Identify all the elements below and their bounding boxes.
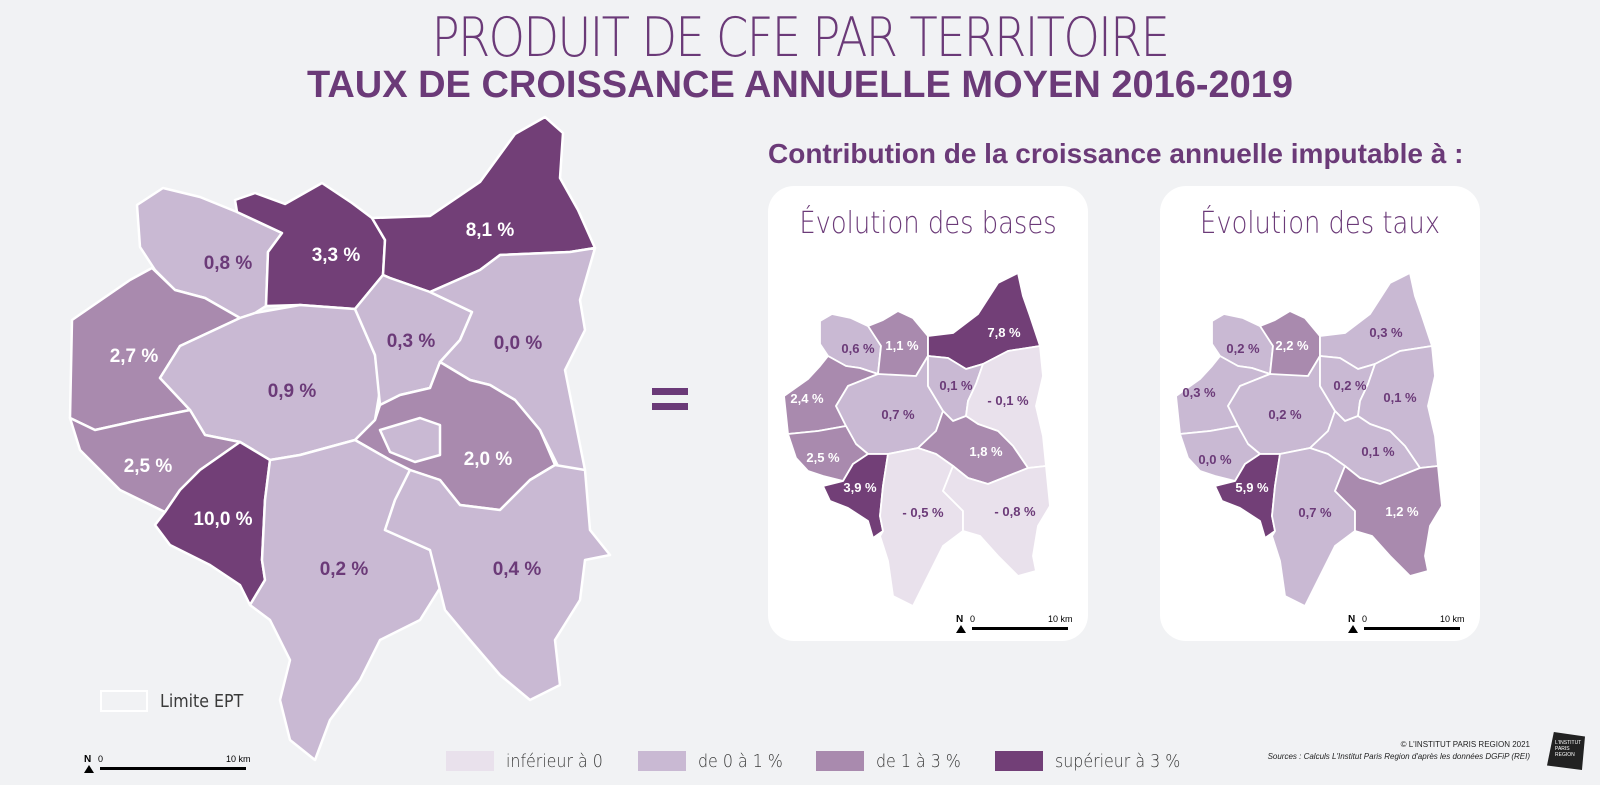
bases-label-sw: 3,9 % <box>843 480 877 495</box>
bases-scale-zero: 0 <box>970 614 976 624</box>
taux-label-ne: 0,3 % <box>1369 325 1403 340</box>
taux-label-south: 0,7 % <box>1298 505 1332 520</box>
main-label-east: 0,0 % <box>494 333 543 354</box>
main-label-ne: 8,1 % <box>466 220 515 241</box>
bases-scale-line <box>972 627 1068 630</box>
logo-line-3: REGION <box>1555 752 1575 758</box>
north-arrow-icon <box>84 765 94 773</box>
taux-scale-bar: N 0 10 km <box>1348 614 1468 634</box>
bases-label-east: - 0,1 % <box>987 393 1029 408</box>
taux-territory-se <box>1334 465 1443 577</box>
taux-map: 0,2 % 2,2 % 0,3 % 0,3 % 0,2 % 0,2 % 0,1 … <box>1175 272 1443 607</box>
bases-label-paris: 0,7 % <box>881 407 915 422</box>
legend-item-negative: inférieur à 0 <box>446 751 616 772</box>
logo-line-2: PARIS <box>1555 746 1570 752</box>
bases-north-letter: N <box>956 614 964 625</box>
card-title-bases: Évolution des bases <box>799 206 1057 241</box>
main-scale-bar: N 0 10 km <box>84 754 254 778</box>
limit-ept-label: Limite EPT <box>160 690 244 712</box>
limit-ept-legend: Limite EPT <box>100 690 255 712</box>
main-label-west: 2,7 % <box>110 346 159 367</box>
bases-label-ne: 7,8 % <box>987 325 1021 340</box>
scale-distance: 10 km <box>226 754 251 764</box>
main-label-sw-west: 2,5 % <box>124 456 173 477</box>
sources-text: Sources : Calculs L'Institut Paris Regio… <box>1267 752 1530 761</box>
bases-map: 0,6 % 1,1 % 7,8 % 2,4 % 0,7 % 0,1 % - 0,… <box>783 272 1051 607</box>
territory-south <box>248 438 447 762</box>
main-label-center-east: 0,3 % <box>387 331 436 352</box>
map-subtitle: TAUX DE CROISSANCE ANNUELLE MOYEN 2016-2… <box>306 64 1294 106</box>
contribution-title: Contribution de la croissance annuelle i… <box>768 138 1464 169</box>
legend-swatch-negative <box>446 751 494 771</box>
north-arrow-letter: N <box>84 754 92 765</box>
territory-se <box>383 463 612 702</box>
map-title: PRODUIT DE CFE PAR TERRITOIRE <box>431 6 1170 69</box>
taux-scale-distance: 10 km <box>1440 614 1465 624</box>
bases-label-west: 2,4 % <box>790 391 824 406</box>
bases-label-south: - 0,5 % <box>902 505 944 520</box>
color-legend: inférieur à 0 de 0 à 1 % de 1 à 3 % supé… <box>446 750 1219 772</box>
taux-scale-line <box>1364 627 1460 630</box>
legend-item-0-1: de 0 à 1 % <box>638 751 794 772</box>
main-label-paris: 0,9 % <box>268 381 317 402</box>
institut-logo: L'INSTITUT PARIS REGION <box>1547 732 1585 770</box>
bases-territory-se <box>942 465 1051 577</box>
taux-label-center-east: 0,2 % <box>1333 378 1367 393</box>
copyright-text: © L'INSTITUT PARIS REGION 2021 <box>1400 740 1530 749</box>
territory-inner-loop <box>378 416 442 464</box>
main-label-south: 0,2 % <box>320 559 369 580</box>
legend-label-0-1: de 0 à 1 % <box>698 750 783 772</box>
bases-label-se: - 0,8 % <box>994 504 1036 519</box>
equals-sign <box>652 388 688 412</box>
taux-label-west: 0,3 % <box>1182 385 1216 400</box>
bases-north-arrow-icon <box>956 625 966 633</box>
taux-north-letter: N <box>1348 614 1356 625</box>
legend-swatch-0-1 <box>638 751 687 771</box>
credits: © L'INSTITUT PARIS REGION 2021 Sources :… <box>1268 739 1530 763</box>
card-evolution-taux: Évolution des taux 0,2 % 2,2 % 0,3 % 0,3… <box>1160 186 1480 641</box>
legend-item-1-3: de 1 à 3 % <box>816 751 972 772</box>
main-label-n-center: 3,3 % <box>312 245 361 266</box>
bases-label-sw-west: 2,5 % <box>806 450 840 465</box>
taux-north-arrow-icon <box>1348 625 1358 633</box>
scale-zero: 0 <box>98 754 104 764</box>
taux-label-sw-west: 0,0 % <box>1198 452 1232 467</box>
legend-label-above-3: supérieur à 3 % <box>1054 750 1181 772</box>
scale-line <box>100 767 246 770</box>
bases-scale-bar: N 0 10 km <box>956 614 1076 634</box>
main-label-se-inner: 2,0 % <box>464 449 513 470</box>
taux-label-nw: 0,2 % <box>1226 341 1260 356</box>
legend-label-negative: inférieur à 0 <box>506 750 603 772</box>
bases-label-se-inner: 1,8 % <box>969 444 1003 459</box>
taux-label-n-center: 2,2 % <box>1275 338 1309 353</box>
legend-item-above-3: supérieur à 3 % <box>994 750 1197 772</box>
limit-ept-swatch <box>100 690 148 712</box>
taux-territory-south <box>1271 447 1356 607</box>
card-title-taux: Évolution des taux <box>1200 206 1440 241</box>
bases-territory-south <box>879 447 964 607</box>
taux-scale-zero: 0 <box>1362 614 1368 624</box>
bases-label-nw: 0,6 % <box>841 341 875 356</box>
main-label-nw: 0,8 % <box>204 253 253 274</box>
taux-label-paris: 0,2 % <box>1268 407 1302 422</box>
bases-scale-distance: 10 km <box>1048 614 1073 624</box>
bases-label-n-center: 1,1 % <box>885 338 919 353</box>
card-evolution-bases: Évolution des bases 0,6 % 1,1 % 7,8 % 2,… <box>768 186 1088 641</box>
legend-swatch-1-3 <box>816 751 865 771</box>
legend-label-1-3: de 1 à 3 % <box>876 750 962 772</box>
taux-label-east: 0,1 % <box>1383 390 1417 405</box>
logo-line-1: L'INSTITUT <box>1555 740 1582 746</box>
main-label-sw: 10,0 % <box>193 509 252 530</box>
taux-label-se-inner: 0,1 % <box>1361 444 1395 459</box>
taux-label-se: 1,2 % <box>1385 504 1419 519</box>
main-label-se: 0,4 % <box>493 559 542 580</box>
taux-label-sw: 5,9 % <box>1235 480 1269 495</box>
legend-swatch-above-3 <box>994 751 1043 771</box>
bases-label-center-east: 0,1 % <box>939 378 973 393</box>
main-map: 0,8 % 3,3 % 8,1 % 2,7 % 0,9 % 0,3 % 0,0 … <box>68 115 612 762</box>
